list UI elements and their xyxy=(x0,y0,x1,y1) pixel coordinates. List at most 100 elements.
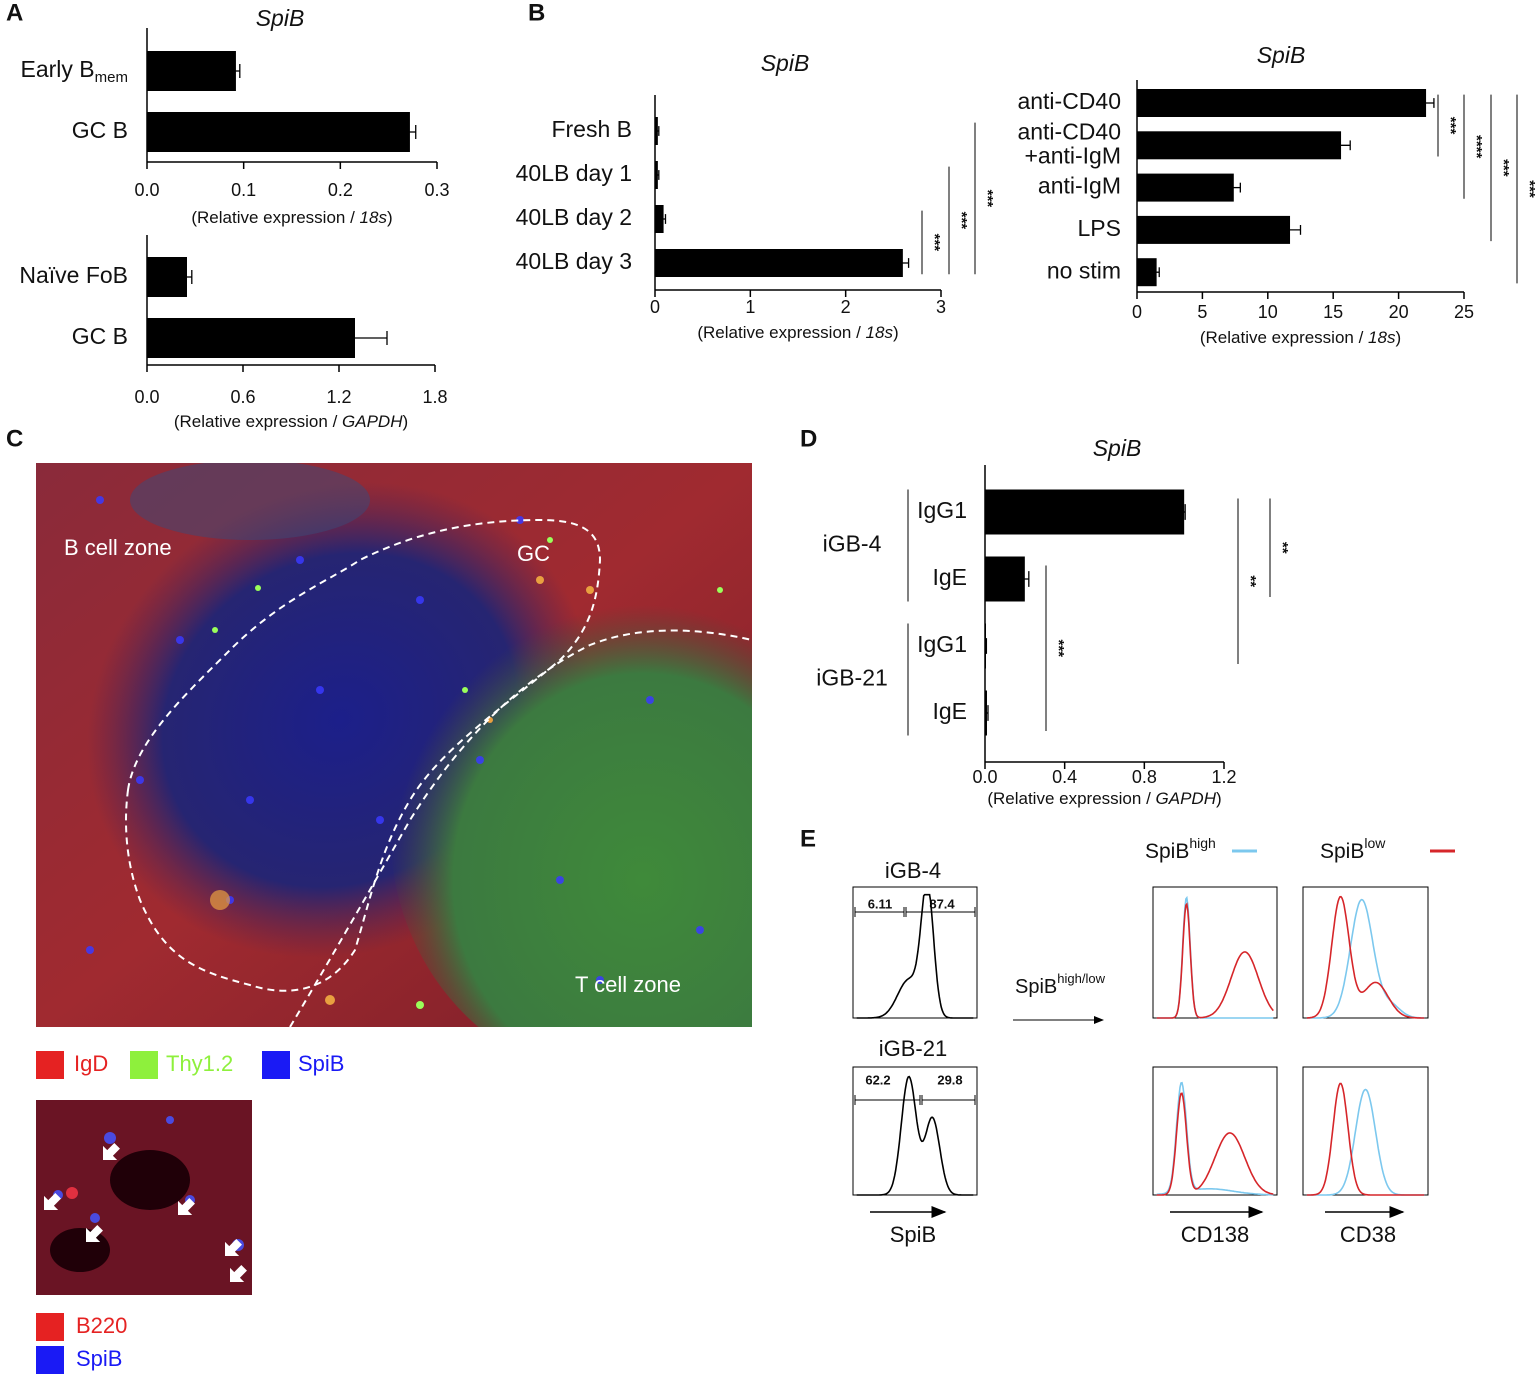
x-axis-label-part: ) xyxy=(1395,328,1401,347)
error-bar xyxy=(182,270,193,284)
x-axis-label-part: (Relative expression / xyxy=(1200,328,1368,347)
error-bar xyxy=(404,125,417,139)
histogram-curve xyxy=(856,893,974,1019)
x-axis-label-part: ) xyxy=(1216,789,1222,808)
x-tick-label: 15 xyxy=(1323,302,1343,322)
bar xyxy=(655,249,903,277)
x-tick-label: 3 xyxy=(936,297,946,317)
significance-label: *** xyxy=(926,234,943,252)
x-axis-label: (Relative expression / 18s) xyxy=(1200,328,1401,347)
error-bar xyxy=(661,214,667,224)
x-tick-label: 0.0 xyxy=(972,767,997,787)
histogram-curve xyxy=(856,1075,974,1196)
x-tick-label: 0 xyxy=(650,297,660,317)
category-label: 40LB day 1 xyxy=(516,160,632,186)
error-bar xyxy=(1227,182,1241,193)
x-tick-label: 0.1 xyxy=(231,180,256,200)
panel-label: E xyxy=(800,825,816,852)
error-bar xyxy=(1418,98,1435,108)
bar xyxy=(1137,131,1342,160)
legend-label: B220 xyxy=(76,1313,127,1338)
x-tick-label: 2 xyxy=(841,297,851,317)
x-axis-label-part: (Relative expression / xyxy=(174,412,342,431)
region-label: B cell zone xyxy=(64,535,172,560)
category-label: IgG1 xyxy=(917,497,967,523)
legend-swatch xyxy=(36,1313,64,1341)
error-bar xyxy=(656,126,660,136)
significance-label: **** xyxy=(1468,135,1485,159)
significance-label: *** xyxy=(979,190,996,208)
axis-label: CD138 xyxy=(1181,1222,1249,1247)
legend-swatch xyxy=(36,1346,64,1374)
error-bar xyxy=(323,331,388,345)
error-bar xyxy=(656,170,660,180)
bar xyxy=(655,161,658,189)
legend-label: SpiBlow xyxy=(1320,835,1386,863)
category-label: LPS xyxy=(1078,215,1121,241)
significance-label: ** xyxy=(1274,542,1291,554)
legend-label: SpiBhigh xyxy=(1145,835,1216,863)
bar xyxy=(147,112,410,152)
x-tick-label: 20 xyxy=(1389,302,1409,322)
x-axis-label-part: ) xyxy=(402,412,408,431)
bar xyxy=(985,556,1025,602)
category-label: Early Bmem xyxy=(21,56,128,86)
chart-title: SpiB xyxy=(761,50,810,76)
bar xyxy=(1137,215,1291,244)
x-axis-label-part: 18s xyxy=(1368,328,1396,347)
x-axis-label-part: (Relative expression / xyxy=(191,208,359,227)
chart-title: SpiB xyxy=(256,5,305,31)
gate-value: 62.2 xyxy=(865,1072,890,1087)
x-tick-label: 0.0 xyxy=(134,387,159,407)
error-bar xyxy=(985,705,989,721)
legend-swatch xyxy=(262,1051,290,1079)
significance-label: ** xyxy=(1242,575,1259,587)
axis-label: CD38 xyxy=(1340,1222,1396,1247)
error-bar xyxy=(1020,571,1030,587)
x-tick-label: 0.4 xyxy=(1052,767,1077,787)
region-label: T cell zone xyxy=(575,972,681,997)
x-tick-label: 0 xyxy=(1132,302,1142,322)
category-line: anti-CD40 xyxy=(1017,118,1121,144)
arrow-label: SpiBhigh/low xyxy=(1015,971,1106,998)
category-label: IgG1 xyxy=(917,631,967,657)
bar xyxy=(147,51,236,91)
category-label: GC B xyxy=(72,117,128,143)
x-tick-label: 1.2 xyxy=(1211,767,1236,787)
x-tick-label: 1.8 xyxy=(422,387,447,407)
x-axis-label: (Relative expression / 18s) xyxy=(191,208,392,227)
legend-label: SpiB xyxy=(298,1051,344,1076)
x-tick-label: 1 xyxy=(745,297,755,317)
error-bar xyxy=(1279,225,1302,235)
x-tick-label: 0.6 xyxy=(230,387,255,407)
micrograph xyxy=(36,463,752,1027)
histogram-curve xyxy=(1156,1081,1274,1196)
chart-title: SpiB xyxy=(1093,435,1142,461)
x-tick-label: 0.8 xyxy=(1132,767,1157,787)
gate-value: 29.8 xyxy=(937,1072,962,1087)
category-label: anti-IgM xyxy=(1038,173,1121,199)
axis-label: SpiB xyxy=(890,1222,936,1247)
significance-label: *** xyxy=(1521,180,1538,198)
error-bar xyxy=(897,258,910,268)
bar xyxy=(655,205,664,233)
panel-label: D xyxy=(800,425,817,452)
histogram-curve xyxy=(1306,898,1425,1019)
category-label: IgE xyxy=(932,698,967,724)
x-tick-label: 5 xyxy=(1197,302,1207,322)
category-label: IgE xyxy=(932,564,967,590)
significance-label: *** xyxy=(953,212,970,230)
x-axis-label: (Relative expression / GAPDH) xyxy=(174,412,408,431)
chart-title: SpiB xyxy=(1257,42,1306,68)
significance-label: *** xyxy=(1495,159,1512,177)
x-tick-label: 0.0 xyxy=(134,180,159,200)
category-label: Fresh B xyxy=(551,116,632,142)
x-axis-label-part: 18s xyxy=(866,323,894,342)
histogram-curve xyxy=(1156,902,1274,1019)
category-label: no stim xyxy=(1047,257,1121,283)
x-axis-label: (Relative expression / 18s) xyxy=(697,323,898,342)
micrograph-inset xyxy=(36,1100,252,1295)
bar xyxy=(147,318,355,358)
x-axis-label-part: ) xyxy=(387,208,393,227)
